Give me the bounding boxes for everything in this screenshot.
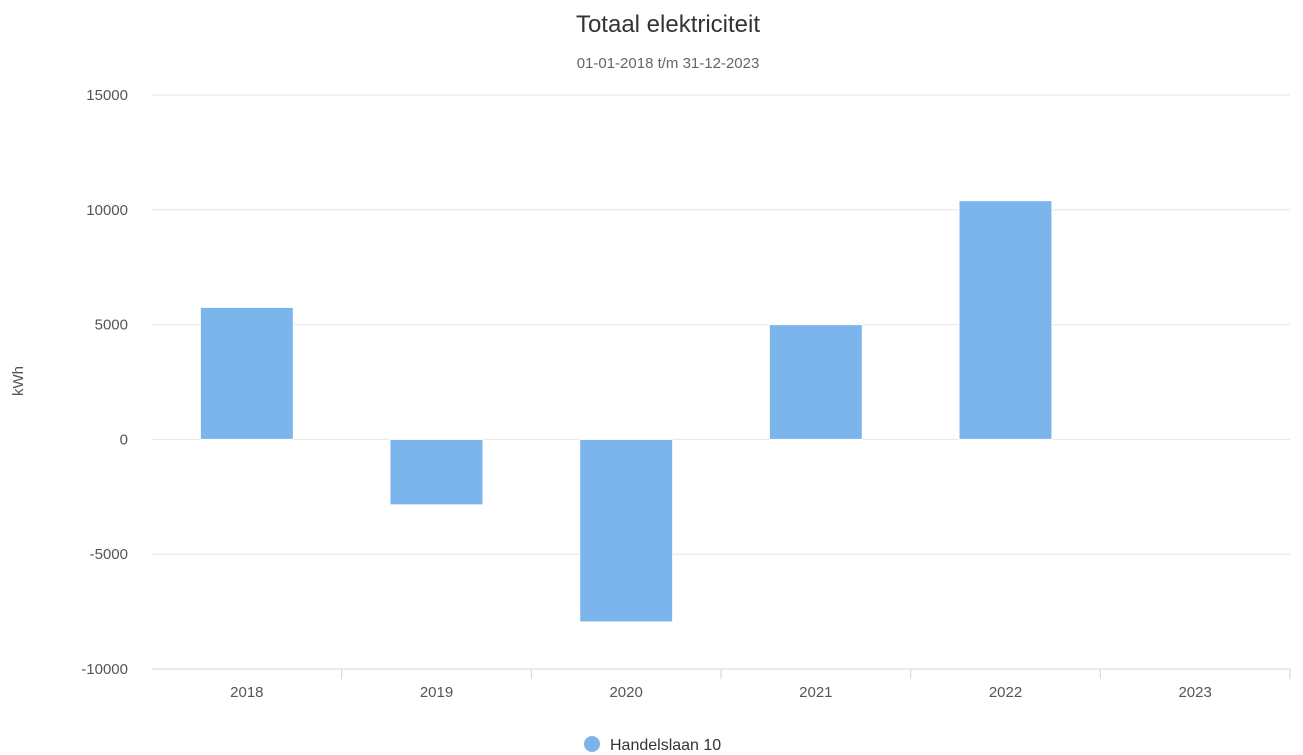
bar[interactable] xyxy=(199,306,294,440)
y-tick-label: 0 xyxy=(120,431,128,448)
legend-label[interactable]: Handelslaan 10 xyxy=(610,737,721,754)
y-tick-label: 15000 xyxy=(86,87,128,104)
x-tick-label: 2021 xyxy=(799,684,832,701)
x-tick-label: 2018 xyxy=(230,684,263,701)
y-tick-label: -10000 xyxy=(81,661,128,678)
x-axis-ticks: 2018 2019 2020 2021 2022 2023 xyxy=(230,669,1291,701)
x-tick-label: 2023 xyxy=(1178,684,1211,701)
x-tick-label: 2022 xyxy=(989,684,1022,701)
bar[interactable] xyxy=(768,324,863,440)
chart-title: Totaal elektriciteit xyxy=(576,11,760,38)
legend-marker xyxy=(584,736,600,752)
bar[interactable] xyxy=(579,438,674,623)
y-axis-title: kWh xyxy=(10,366,27,396)
gridlines xyxy=(152,94,1290,670)
bar[interactable] xyxy=(958,200,1053,440)
y-axis-ticks: 15000 10000 5000 0 -5000 -10000 xyxy=(81,87,128,678)
y-tick-label: 5000 xyxy=(95,317,128,334)
y-tick-label: 10000 xyxy=(86,202,128,219)
legend[interactable]: Handelslaan 10 xyxy=(584,736,721,754)
x-tick-label: 2019 xyxy=(420,684,453,701)
y-tick-label: -5000 xyxy=(90,546,128,563)
bar[interactable] xyxy=(389,438,484,506)
bars xyxy=(199,200,1053,623)
chart-subtitle: 01-01-2018 t/m 31-12-2023 xyxy=(577,55,760,72)
x-tick-label: 2020 xyxy=(609,684,642,701)
